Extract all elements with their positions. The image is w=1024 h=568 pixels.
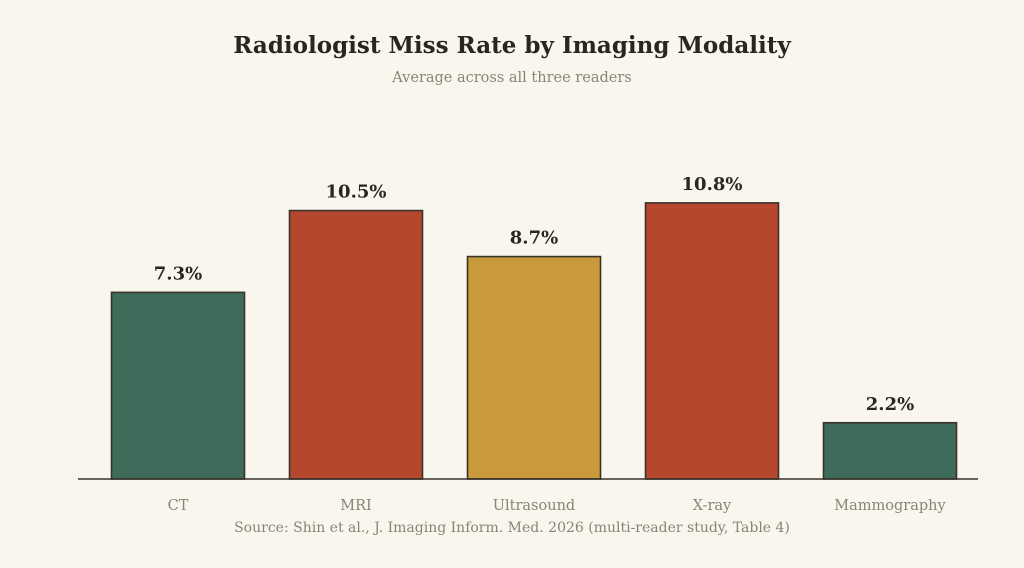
data-label-ct: 7.3% <box>154 263 202 284</box>
data-label-x-ray: 10.8% <box>682 174 743 195</box>
x-tick-label-mri: MRI <box>340 498 372 514</box>
chart-title: Radiologist Miss Rate by Imaging Modalit… <box>233 32 791 59</box>
source-note: Source: Shin et al., J. Imaging Inform. … <box>234 520 790 536</box>
bar-mri <box>288 209 424 480</box>
x-tick-label-x-ray: X-ray <box>693 498 732 514</box>
data-label-mammography: 2.2% <box>866 394 914 415</box>
data-label-mri: 10.5% <box>326 182 387 203</box>
x-tick-label-ultrasound: Ultrasound <box>493 498 575 514</box>
x-tick-label-mammography: Mammography <box>834 498 946 514</box>
data-label-ultrasound: 8.7% <box>510 228 558 249</box>
x-tick-label-ct: CT <box>168 498 189 514</box>
chart-subtitle: Average across all three readers <box>392 70 632 86</box>
bar-mammography <box>822 421 958 480</box>
bar-ct <box>110 291 246 480</box>
bar-x-ray <box>644 202 780 480</box>
bars-layer: 7.3% CT 10.5% MRI 8.7% Ultrasound 10.8% X-ray 2.… <box>110 174 958 514</box>
bar-ultrasound <box>466 255 602 480</box>
